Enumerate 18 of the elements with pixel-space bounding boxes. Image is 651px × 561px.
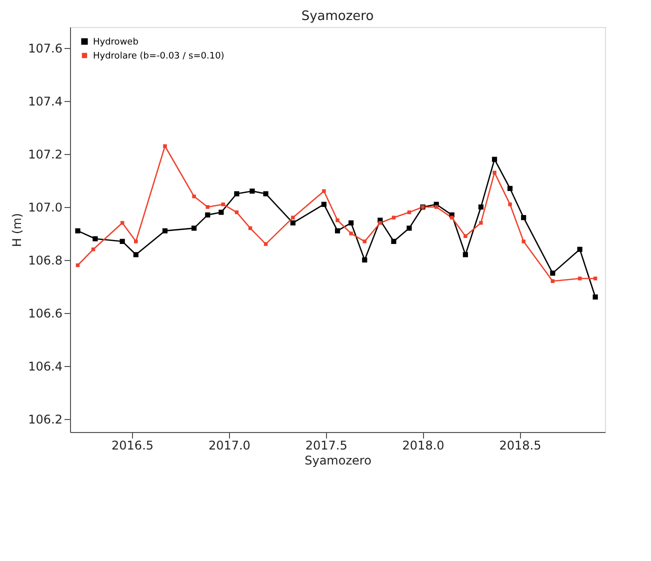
y-tick-label: 106.2 — [28, 412, 62, 426]
x-tick-label: 2017.0 — [208, 438, 250, 452]
y-tick-label: 106.6 — [28, 306, 62, 320]
legend-label: Hydroweb — [93, 38, 139, 48]
x-tick-label: 2016.5 — [112, 438, 154, 452]
legend-label: Hydrolare (b=-0.03 / s=0.10) — [93, 52, 224, 62]
chart-title: Syamozero — [301, 9, 374, 24]
y-tick-label: 106.8 — [28, 253, 62, 268]
y-tick-label: 107.2 — [28, 148, 62, 162]
x-tick-label: 2018.5 — [499, 438, 542, 452]
y-tick-label: 107.0 — [28, 200, 62, 214]
x-tick-label: 2017.5 — [305, 438, 348, 452]
y-axis-title: H (m) — [10, 213, 24, 247]
y-tick-label: 107.6 — [28, 42, 62, 56]
x-axis-title: Syamozero — [304, 454, 372, 468]
y-tick-label: 107.4 — [28, 94, 62, 109]
y-tick-label: 106.4 — [28, 359, 62, 374]
x-tick-label: 2018.0 — [402, 438, 444, 452]
